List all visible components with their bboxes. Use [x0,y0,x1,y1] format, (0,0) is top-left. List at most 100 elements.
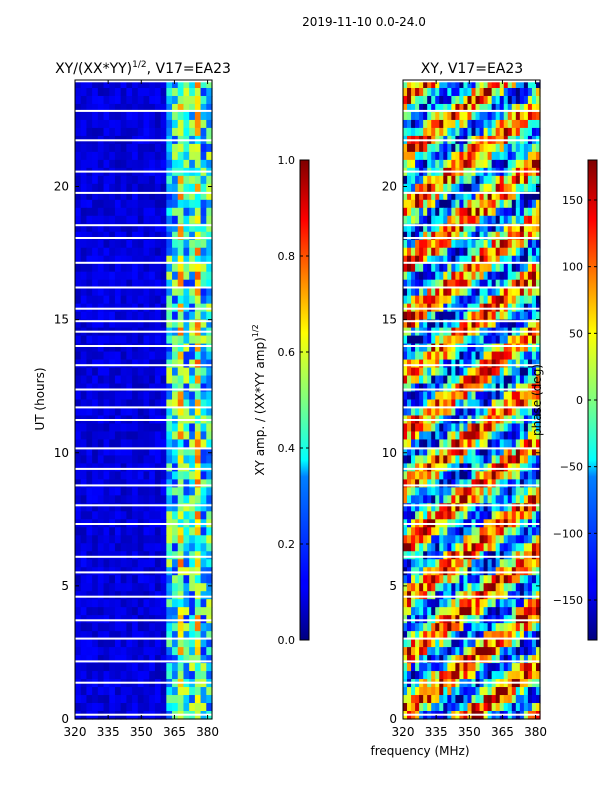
heatmap-cell [143,199,150,209]
heatmap-cell [455,351,461,361]
heatmap-cell [531,111,537,121]
heatmap-cell [535,655,541,664]
heatmap-cell [471,143,477,153]
heatmap-cell [160,623,167,632]
heatmap-cell [439,687,444,696]
heatmap-cell [109,95,116,105]
heatmap-cell [455,367,461,377]
heatmap-cell [423,631,428,640]
left-colorbar-label: XY amp. / (XX*YY amp)1/2 [251,324,267,475]
heatmap-cell [109,607,116,616]
heatmap-cell [423,375,428,385]
heatmap-cell [97,487,105,496]
heatmap-cell [523,287,529,297]
heatmap-cell [451,199,456,209]
heatmap-cell [463,423,469,433]
heatmap-cell [471,463,477,472]
heatmap-cell [499,351,505,361]
heatmap-cell [447,543,452,552]
heatmap-cell [491,607,497,616]
heatmap-cell [471,239,477,249]
heatmap-cell [189,663,196,672]
heatmap-cell [451,439,456,449]
heatmap-cell [92,399,99,409]
heatmap-cell [132,311,139,321]
heatmap-cell [471,367,477,377]
heatmap-cell [126,503,133,512]
heatmap-cell [154,159,162,169]
heatmap-cell [503,383,509,393]
heatmap-cell [471,351,477,361]
heatmap-cell [415,663,420,672]
heatmap-cell [126,151,133,161]
heatmap-cell [459,479,465,488]
heatmap-cell [491,599,497,608]
heatmap-cell [499,439,505,449]
heatmap-cell [80,607,88,616]
heatmap-cell [523,695,529,704]
heatmap-cell [471,647,477,656]
heatmap-cell [80,143,88,153]
heatmap-cell [447,80,452,89]
heatmap-cell [80,223,88,233]
heatmap-cell [160,495,167,504]
heatmap-cell [443,231,448,241]
heatmap-cell [467,359,473,369]
heatmap-cell [143,143,150,153]
heatmap-cell [515,687,521,696]
heatmap-cell [172,80,179,89]
heatmap-cell [189,87,196,97]
heatmap-cell [455,80,461,89]
heatmap-cell [455,599,461,608]
heatmap-cell [103,487,110,496]
heatmap-cell [126,399,133,409]
heatmap-cell [535,591,541,600]
heatmap-cell [511,583,517,592]
heatmap-cell [447,199,452,209]
heatmap-cell [407,647,412,656]
heatmap-cell [459,247,465,257]
heatmap-cell [411,95,416,105]
heatmap-cell [177,359,185,369]
heatmap-cell [415,591,420,600]
heatmap-cell [511,607,517,616]
heatmap-cell [483,631,489,640]
heatmap-cell [511,695,517,704]
heatmap-cell [172,487,179,496]
heatmap-cell [154,255,162,265]
heatmap-cell [189,383,196,393]
heatmap-cell [411,87,416,97]
heatmap-cell [132,391,139,401]
heatmap-cell [523,159,529,169]
heatmap-cell [92,183,99,193]
heatmap-cell [200,383,207,393]
heatmap-cell [189,551,196,560]
heatmap-cell [427,343,432,353]
heatmap-cell [427,639,432,648]
heatmap-cell [515,455,521,464]
heatmap-cell [439,319,444,329]
heatmap-cell [200,271,207,281]
heatmap-cell [206,319,213,329]
heatmap-cell [154,143,162,153]
heatmap-cell [143,87,150,97]
heatmap-cell [194,543,202,552]
heatmap-cell [427,239,432,249]
heatmap-cell [423,663,428,672]
heatmap-cell [447,463,452,472]
heatmap-cell [120,215,127,225]
heatmap-cell [80,591,88,600]
heatmap-cell [495,551,501,560]
data-gap-row [403,224,540,227]
heatmap-cell [435,599,440,608]
heatmap-cell [154,151,162,161]
heatmap-cell [407,471,412,480]
heatmap-cell [160,247,167,257]
heatmap-cell [515,671,521,680]
heatmap-cell [86,143,93,153]
heatmap-cell [143,287,150,297]
heatmap-cell [435,263,440,273]
heatmap-cell [479,495,485,504]
heatmap-cell [154,607,162,616]
heatmap-cell [419,479,424,488]
